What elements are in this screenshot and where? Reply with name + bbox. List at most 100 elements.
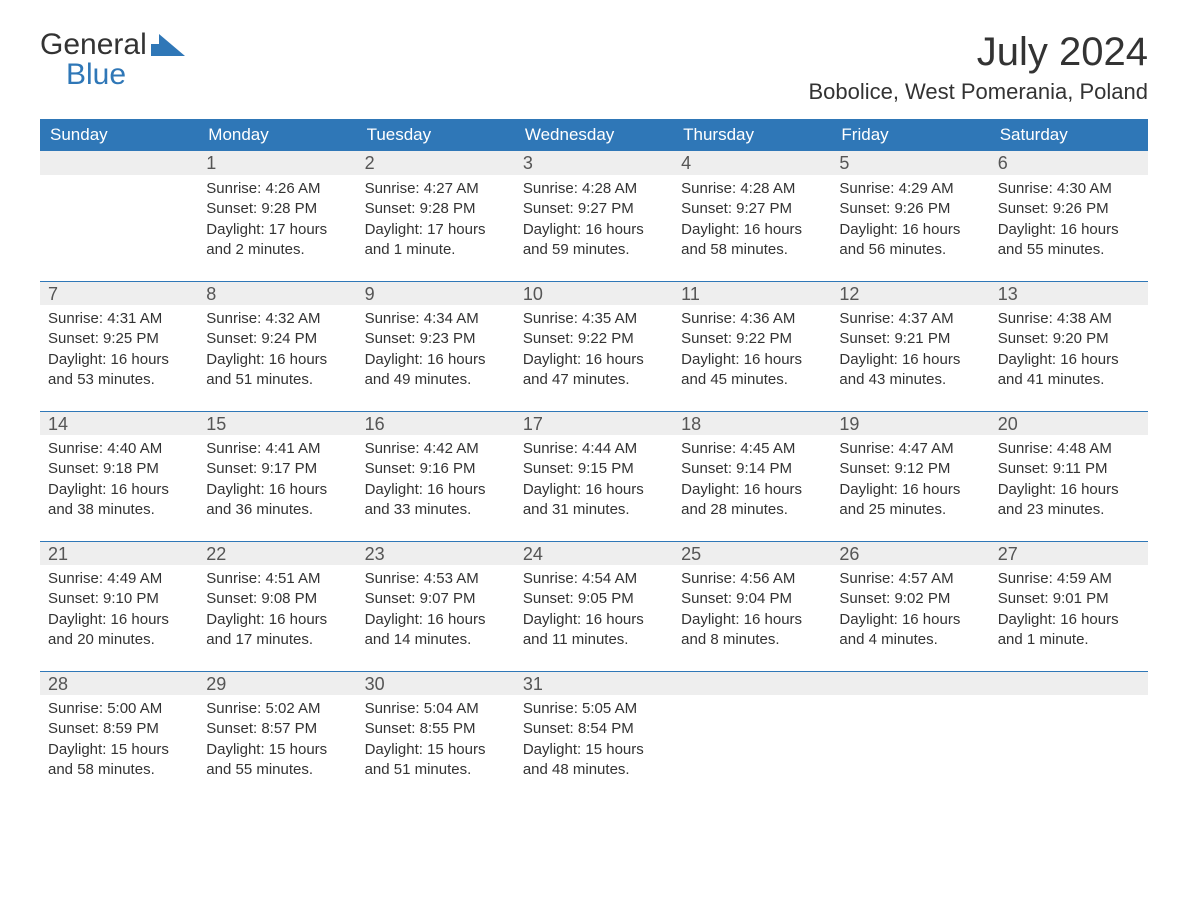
detail-line: Sunrise: 4:28 AM <box>523 179 665 199</box>
detail-line: Sunrise: 5:04 AM <box>365 699 507 719</box>
detail-line: Sunset: 9:28 PM <box>365 199 507 219</box>
detail-line: and 14 minutes. <box>365 630 507 650</box>
day-details: Sunrise: 4:28 AMSunset: 9:27 PMDaylight:… <box>673 175 831 260</box>
detail-line: Sunrise: 4:28 AM <box>681 179 823 199</box>
day-details: Sunrise: 4:47 AMSunset: 9:12 PMDaylight:… <box>831 435 989 520</box>
calendar-cell: 13Sunrise: 4:38 AMSunset: 9:20 PMDayligh… <box>990 281 1148 411</box>
calendar-cell: 3Sunrise: 4:28 AMSunset: 9:27 PMDaylight… <box>515 151 673 281</box>
detail-line: Sunset: 9:26 PM <box>839 199 981 219</box>
detail-line: Daylight: 16 hours <box>523 480 665 500</box>
calendar-cell: 1Sunrise: 4:26 AMSunset: 9:28 PMDaylight… <box>198 151 356 281</box>
detail-line: Sunset: 9:01 PM <box>998 589 1140 609</box>
detail-line: Daylight: 16 hours <box>998 220 1140 240</box>
detail-line: and 58 minutes. <box>681 240 823 260</box>
detail-line: Sunset: 8:59 PM <box>48 719 190 739</box>
detail-line: Sunrise: 5:00 AM <box>48 699 190 719</box>
detail-line: Sunset: 9:14 PM <box>681 459 823 479</box>
header: General Blue July 2024 Bobolice, West Po… <box>40 30 1148 105</box>
day-number <box>40 151 198 175</box>
calendar-cell: 12Sunrise: 4:37 AMSunset: 9:21 PMDayligh… <box>831 281 989 411</box>
detail-line: and 51 minutes. <box>365 760 507 780</box>
detail-line: Daylight: 16 hours <box>523 350 665 370</box>
detail-line: Daylight: 16 hours <box>523 610 665 630</box>
day-number: 31 <box>515 671 673 695</box>
detail-line: Daylight: 16 hours <box>48 480 190 500</box>
day-number: 5 <box>831 151 989 175</box>
detail-line: Sunset: 9:25 PM <box>48 329 190 349</box>
day-number <box>990 671 1148 695</box>
calendar-cell: 22Sunrise: 4:51 AMSunset: 9:08 PMDayligh… <box>198 541 356 671</box>
detail-line: Sunset: 9:10 PM <box>48 589 190 609</box>
calendar-cell: 11Sunrise: 4:36 AMSunset: 9:22 PMDayligh… <box>673 281 831 411</box>
day-details: Sunrise: 4:27 AMSunset: 9:28 PMDaylight:… <box>357 175 515 260</box>
day-details: Sunrise: 4:41 AMSunset: 9:17 PMDaylight:… <box>198 435 356 520</box>
day-details: Sunrise: 4:26 AMSunset: 9:28 PMDaylight:… <box>198 175 356 260</box>
calendar-cell: 9Sunrise: 4:34 AMSunset: 9:23 PMDaylight… <box>357 281 515 411</box>
day-header: Tuesday <box>357 119 515 151</box>
detail-line: Sunset: 9:05 PM <box>523 589 665 609</box>
day-number: 15 <box>198 411 356 435</box>
detail-line: and 2 minutes. <box>206 240 348 260</box>
detail-line: Sunrise: 4:47 AM <box>839 439 981 459</box>
day-number: 27 <box>990 541 1148 565</box>
day-details <box>990 695 1148 699</box>
detail-line: Sunrise: 4:38 AM <box>998 309 1140 329</box>
detail-line: Sunset: 9:08 PM <box>206 589 348 609</box>
day-details: Sunrise: 4:51 AMSunset: 9:08 PMDaylight:… <box>198 565 356 650</box>
detail-line: Daylight: 17 hours <box>365 220 507 240</box>
detail-line: Sunrise: 4:53 AM <box>365 569 507 589</box>
logo: General Blue <box>40 30 185 90</box>
detail-line: Sunrise: 4:56 AM <box>681 569 823 589</box>
detail-line: Daylight: 16 hours <box>681 220 823 240</box>
day-number: 18 <box>673 411 831 435</box>
detail-line: Daylight: 16 hours <box>681 480 823 500</box>
detail-line: Sunrise: 5:02 AM <box>206 699 348 719</box>
detail-line: Sunrise: 4:37 AM <box>839 309 981 329</box>
detail-line: Daylight: 15 hours <box>48 740 190 760</box>
day-number: 9 <box>357 281 515 305</box>
detail-line: and 4 minutes. <box>839 630 981 650</box>
detail-line: Daylight: 16 hours <box>681 610 823 630</box>
detail-line: Sunset: 9:22 PM <box>523 329 665 349</box>
day-number: 8 <box>198 281 356 305</box>
calendar-cell: 16Sunrise: 4:42 AMSunset: 9:16 PMDayligh… <box>357 411 515 541</box>
day-details: Sunrise: 4:59 AMSunset: 9:01 PMDaylight:… <box>990 565 1148 650</box>
day-details: Sunrise: 4:31 AMSunset: 9:25 PMDaylight:… <box>40 305 198 390</box>
day-number: 6 <box>990 151 1148 175</box>
detail-line: Sunrise: 4:59 AM <box>998 569 1140 589</box>
day-number: 26 <box>831 541 989 565</box>
detail-line: Sunset: 9:18 PM <box>48 459 190 479</box>
calendar-cell: 19Sunrise: 4:47 AMSunset: 9:12 PMDayligh… <box>831 411 989 541</box>
detail-line: Sunset: 8:57 PM <box>206 719 348 739</box>
title-block: July 2024 Bobolice, West Pomerania, Pola… <box>808 30 1148 105</box>
detail-line: Sunrise: 5:05 AM <box>523 699 665 719</box>
day-number: 17 <box>515 411 673 435</box>
detail-line: Sunrise: 4:34 AM <box>365 309 507 329</box>
calendar-cell: 4Sunrise: 4:28 AMSunset: 9:27 PMDaylight… <box>673 151 831 281</box>
calendar-cell: 31Sunrise: 5:05 AMSunset: 8:54 PMDayligh… <box>515 671 673 801</box>
day-header: Thursday <box>673 119 831 151</box>
day-number: 11 <box>673 281 831 305</box>
day-number: 2 <box>357 151 515 175</box>
detail-line: Sunrise: 4:44 AM <box>523 439 665 459</box>
day-details: Sunrise: 4:34 AMSunset: 9:23 PMDaylight:… <box>357 305 515 390</box>
detail-line: Daylight: 16 hours <box>839 350 981 370</box>
day-number: 28 <box>40 671 198 695</box>
detail-line: Sunset: 9:28 PM <box>206 199 348 219</box>
detail-line: and 23 minutes. <box>998 500 1140 520</box>
detail-line: Sunset: 9:02 PM <box>839 589 981 609</box>
day-details: Sunrise: 4:38 AMSunset: 9:20 PMDaylight:… <box>990 305 1148 390</box>
day-details <box>673 695 831 699</box>
detail-line: and 11 minutes. <box>523 630 665 650</box>
detail-line: Sunrise: 4:41 AM <box>206 439 348 459</box>
detail-line: Daylight: 16 hours <box>839 480 981 500</box>
day-number: 10 <box>515 281 673 305</box>
day-number: 16 <box>357 411 515 435</box>
calendar-cell: 15Sunrise: 4:41 AMSunset: 9:17 PMDayligh… <box>198 411 356 541</box>
day-details: Sunrise: 4:32 AMSunset: 9:24 PMDaylight:… <box>198 305 356 390</box>
detail-line: and 31 minutes. <box>523 500 665 520</box>
day-header: Friday <box>831 119 989 151</box>
detail-line: Daylight: 16 hours <box>365 350 507 370</box>
detail-line: Sunrise: 4:32 AM <box>206 309 348 329</box>
calendar-cell <box>673 671 831 801</box>
